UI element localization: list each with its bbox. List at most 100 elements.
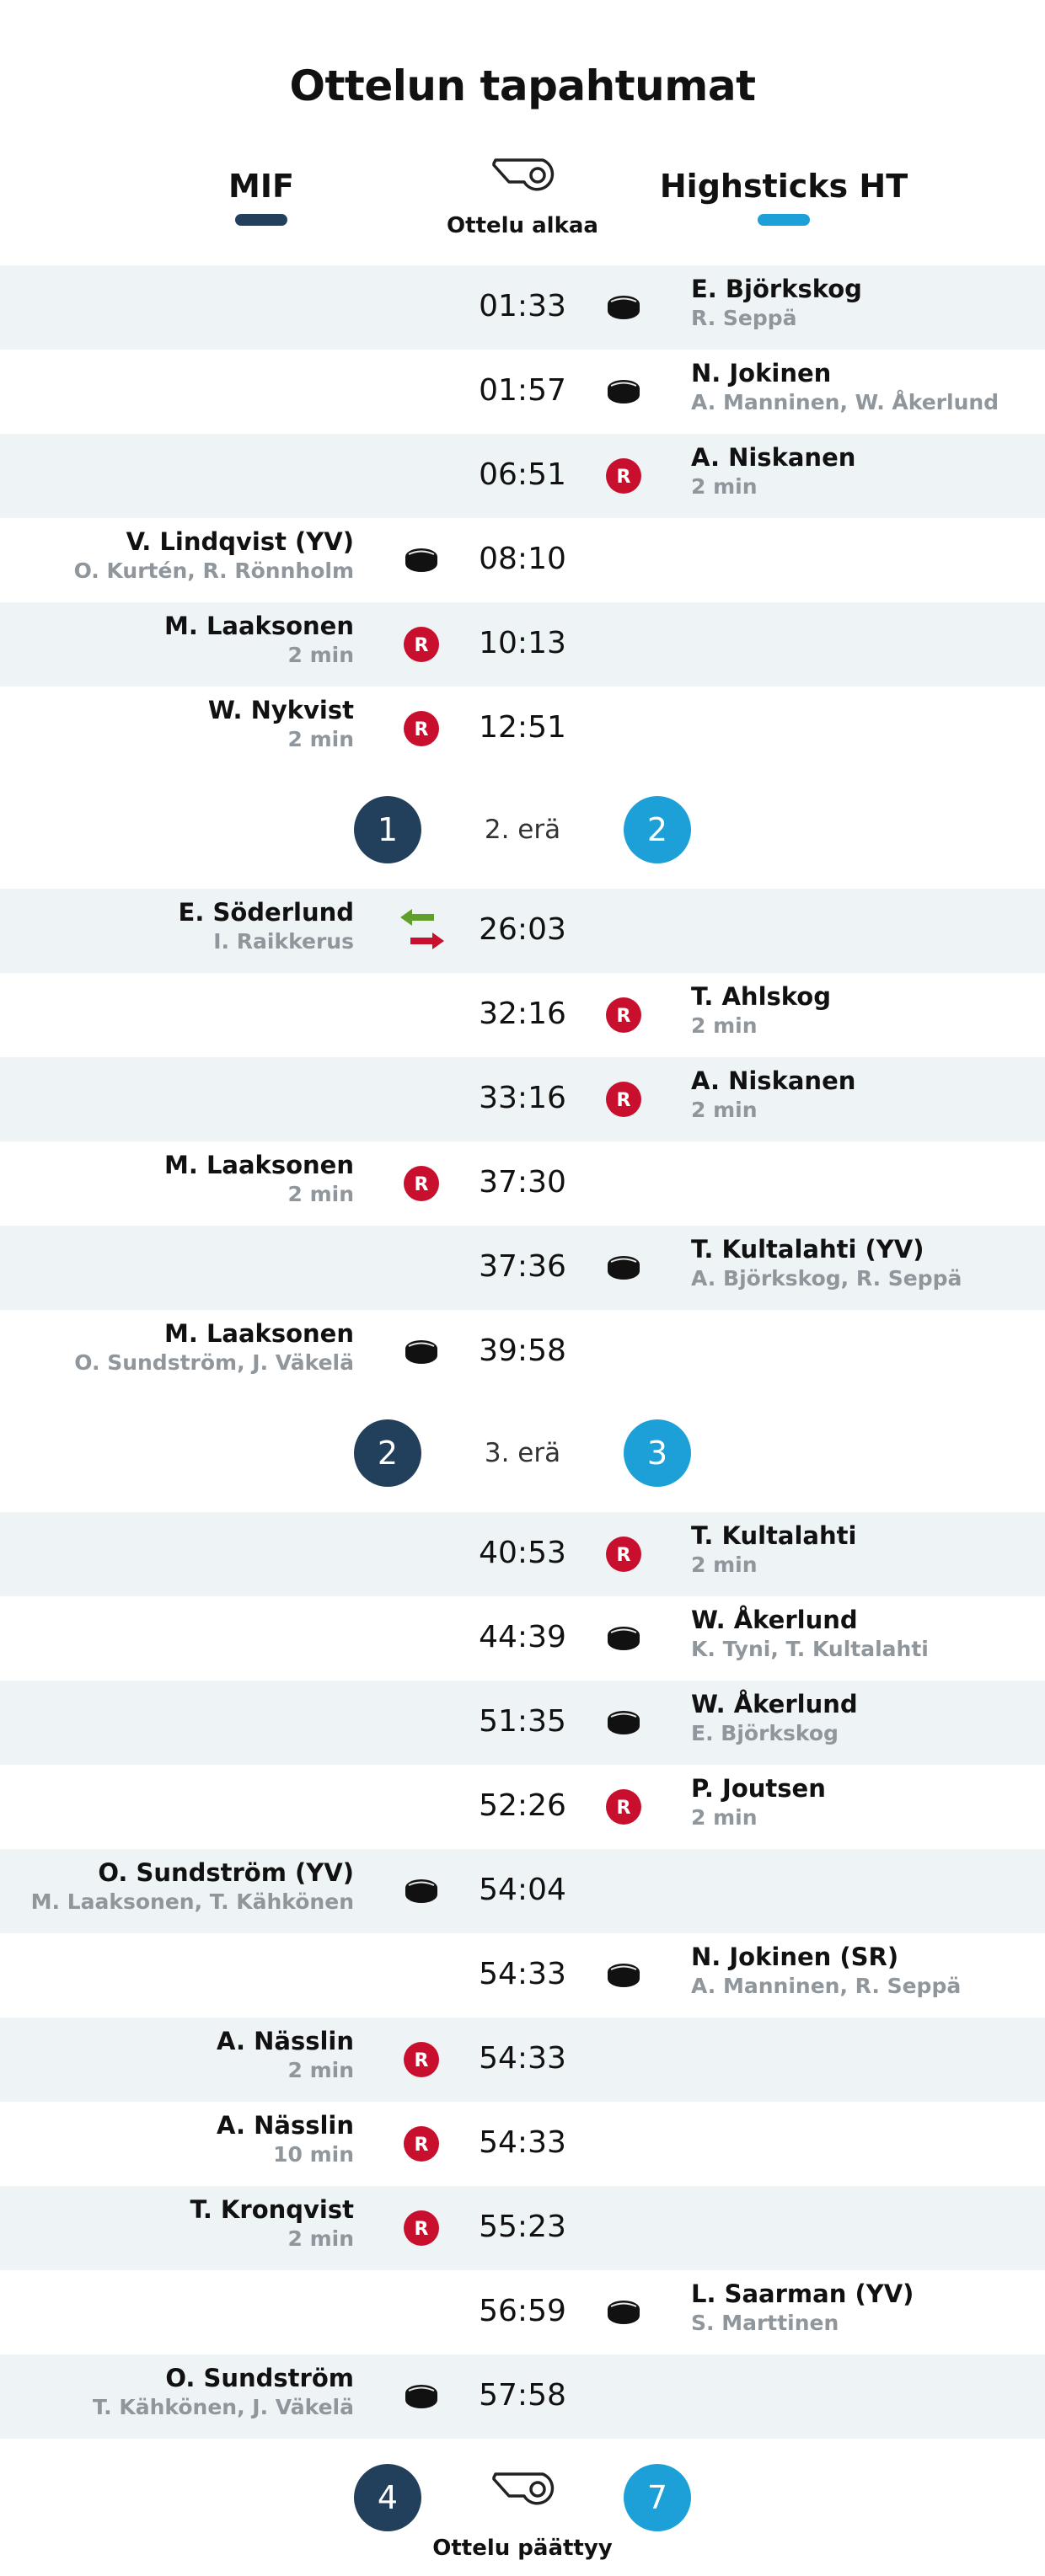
event-time: 40:53 [479,1536,566,1570]
event-assists: M. Laaksonen, T. Kähkönen [30,1889,354,1914]
event-time: 39:58 [479,1333,566,1368]
event-player-info: E. Björkskog R. Seppä [691,274,862,333]
penalty-duration: 2 min [287,1182,354,1206]
event-time: 44:39 [479,1620,566,1654]
event-assists: A. Manninen, W. Åkerlund [691,390,999,414]
puck-icon [604,373,643,410]
home-final-score-circle: 4 [354,2464,421,2531]
event-player-info: L. Saarman (YV) S. Marttinen [691,2279,914,2338]
event-player-info: A. Niskanen 2 min [691,442,855,501]
event-assists: A. Manninen, R. Seppä [691,1974,962,1998]
event-player-name: O. Sundström (YV) [98,1858,354,1887]
whistle-icon [492,2472,555,2505]
event-row: 51:35 W. Åkerlund E. Björkskog [0,1681,1045,1765]
substitution-arrows-icon [400,909,444,949]
event-player-name: W. Åkerlund [691,1690,858,1718]
event-time: 52:26 [479,1788,566,1823]
event-player-name: N. Jokinen [691,359,832,387]
event-time: 26:03 [479,912,566,947]
penalty-r-icon: R [402,710,441,747]
event-time: 54:04 [479,1873,566,1907]
event-player-info: A. Nässlin 2 min [217,2026,354,2085]
whistle-icon [492,158,555,191]
event-time: 55:23 [479,2210,566,2244]
home-team-name: MIF [228,168,294,205]
penalty-r-icon: R [402,1165,441,1202]
puck-icon [402,1333,441,1371]
event-player-name: T. Kultalahti [691,1521,857,1550]
svg-text:R: R [415,635,429,656]
svg-text:R: R [617,467,631,488]
event-row: 01:57 N. Jokinen A. Manninen, W. Åkerlund [0,350,1045,434]
penalty-r-icon: R [402,2125,441,2162]
event-assists: K. Tyni, T. Kultalahti [691,1637,929,1661]
event-player-info: O. Sundström (YV) M. Laaksonen, T. Kähkön… [31,1857,354,1916]
event-player-name: A. Niskanen [691,1066,856,1095]
away-final-score-circle: 7 [624,2464,691,2531]
event-player-name: M. Laaksonen [163,1151,354,1179]
svg-text:R: R [617,1798,631,1819]
period-summary: 2 3. erä 3 [0,1394,1045,1512]
penalty-duration: 10 min [273,2142,354,2167]
event-row: 32:16 R T. Ahlskog 2 min [0,973,1045,1057]
event-row: 44:39 W. Åkerlund K. Tyni, T. Kultalahti [0,1596,1045,1681]
penalty-duration: 2 min [287,2058,354,2082]
event-player-info: T. Kultalahti (YV) A. Björkskog, R. Seppä [691,1234,962,1293]
event-row: 37:30 R M. Laaksonen 2 min [0,1141,1045,1226]
event-row: 10:13 R M. Laaksonen 2 min [0,602,1045,687]
svg-text:R: R [415,2050,429,2071]
event-player-info: T. Ahlskog 2 min [691,981,831,1040]
event-time: 37:36 [479,1249,566,1284]
penalty-duration: 2 min [287,727,354,751]
match-start-label: Ottelu alkaa [447,213,598,238]
event-time: 12:51 [479,710,566,745]
event-row: 26:03 E. Söderlund I. Raikkerus [0,889,1045,973]
event-player-info: W. Åkerlund K. Tyni, T. Kultalahti [691,1605,929,1664]
home-team-color-bar [235,214,287,226]
event-assists: S. Marttinen [691,2311,839,2335]
page-title: Ottelun tapahtumat [289,61,756,110]
event-player-info: N. Jokinen A. Manninen, W. Åkerlund [691,358,999,417]
event-player-info: M. Laaksonen 2 min [164,1150,354,1209]
event-player-info: T. Kronqvist 2 min [190,2194,354,2253]
puck-icon [402,542,441,579]
home-score-circle: 2 [354,1419,421,1487]
match-end-label: Ottelu päättyy [432,2536,613,2561]
penalty-duration: 2 min [691,1553,758,1577]
event-row: 39:58 M. Laaksonen O. Sundström, J. Väkelä [0,1310,1045,1394]
event-player-info: A. Nässlin 10 min [217,2110,354,2169]
event-player-name: E. Söderlund [178,898,354,927]
period-label: 3. erä [484,1438,561,1468]
event-row: 57:58 O. Sundström T. Kähkönen, J. Väkelä [0,2354,1045,2439]
penalty-duration: 2 min [287,2226,354,2251]
event-player-info: P. Joutsen 2 min [691,1773,826,1832]
event-time: 51:35 [479,1704,566,1739]
event-player-info: T. Kultalahti 2 min [691,1520,856,1579]
event-time: 37:30 [479,1165,566,1200]
penalty-duration: 2 min [691,474,758,499]
event-time: 33:16 [479,1081,566,1115]
event-player-info: A. Niskanen 2 min [691,1066,855,1125]
event-player-name: M. Laaksonen [163,1319,354,1348]
event-time: 54:33 [479,2125,566,2160]
penalty-r-icon: R [402,626,441,663]
event-player-name: T. Ahlskog [691,982,831,1011]
period-label: 2. erä [484,815,561,845]
event-time: 08:10 [479,542,566,576]
event-player-name: T. Kultalahti (YV) [691,1235,924,1264]
event-assists: A. Björkskog, R. Seppä [691,1266,962,1291]
penalty-r-icon: R [604,1536,643,1573]
event-player-info: N. Jokinen (SR) A. Manninen, R. Seppä [691,1942,961,2001]
event-player-name: A. Niskanen [691,443,856,472]
event-row: 54:33 N. Jokinen (SR) A. Manninen, R. Sepp… [0,1933,1045,2018]
penalty-duration: 2 min [691,1098,758,1122]
svg-text:R: R [415,2135,429,2156]
event-row: 37:36 T. Kultalahti (YV) A. Björkskog, R. … [0,1226,1045,1310]
event-row: 56:59 L. Saarman (YV) S. Marttinen [0,2270,1045,2354]
event-time: 57:58 [479,2378,566,2413]
event-row: 08:10 V. Lindqvist (YV) O. Kurtén, R. Rönn… [0,518,1045,602]
event-assists: E. Björkskog [691,1721,839,1745]
puck-icon [604,1620,643,1657]
event-player-name: T. Kronqvist [190,2195,354,2224]
event-assists: O. Kurtén, R. Rönnholm [73,558,354,583]
